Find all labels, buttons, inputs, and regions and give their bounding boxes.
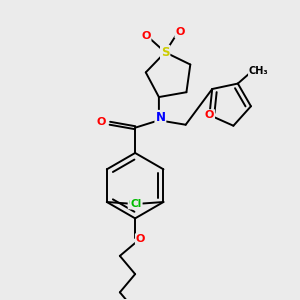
Text: Cl: Cl: [130, 199, 142, 208]
Text: N: N: [155, 111, 165, 124]
Text: O: O: [205, 110, 214, 120]
Text: O: O: [176, 27, 185, 38]
Text: S: S: [161, 46, 170, 59]
Text: Cl: Cl: [128, 199, 140, 208]
Text: CH₃: CH₃: [249, 66, 268, 76]
Text: O: O: [141, 31, 151, 41]
Text: O: O: [136, 234, 145, 244]
Text: O: O: [97, 117, 106, 127]
